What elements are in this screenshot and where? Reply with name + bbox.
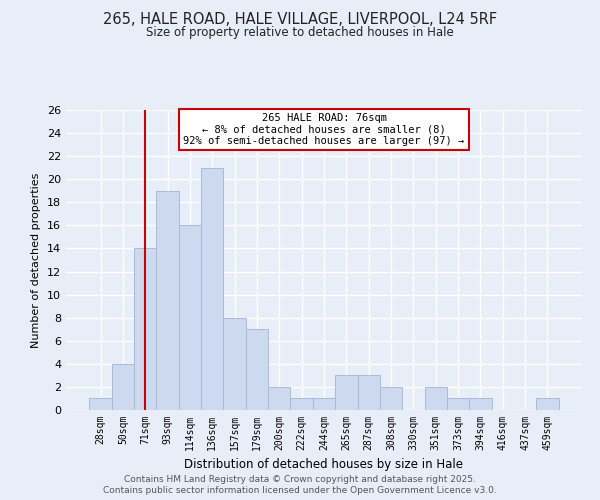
Bar bbox=[380, 387, 402, 410]
Bar bbox=[112, 364, 134, 410]
Text: Size of property relative to detached houses in Hale: Size of property relative to detached ho… bbox=[146, 26, 454, 39]
Text: Contains HM Land Registry data © Crown copyright and database right 2025.: Contains HM Land Registry data © Crown c… bbox=[124, 475, 476, 484]
Bar bbox=[536, 398, 559, 410]
Bar bbox=[313, 398, 335, 410]
Bar bbox=[223, 318, 246, 410]
Bar bbox=[447, 398, 469, 410]
Bar bbox=[290, 398, 313, 410]
Bar bbox=[134, 248, 157, 410]
Y-axis label: Number of detached properties: Number of detached properties bbox=[31, 172, 41, 348]
Bar bbox=[201, 168, 223, 410]
Bar bbox=[89, 398, 112, 410]
Text: 265 HALE ROAD: 76sqm
← 8% of detached houses are smaller (8)
92% of semi-detache: 265 HALE ROAD: 76sqm ← 8% of detached ho… bbox=[184, 113, 464, 146]
X-axis label: Distribution of detached houses by size in Hale: Distribution of detached houses by size … bbox=[185, 458, 464, 471]
Bar bbox=[246, 329, 268, 410]
Bar bbox=[358, 376, 380, 410]
Bar bbox=[425, 387, 447, 410]
Bar bbox=[179, 226, 201, 410]
Bar bbox=[268, 387, 290, 410]
Text: Contains public sector information licensed under the Open Government Licence v3: Contains public sector information licen… bbox=[103, 486, 497, 495]
Text: 265, HALE ROAD, HALE VILLAGE, LIVERPOOL, L24 5RF: 265, HALE ROAD, HALE VILLAGE, LIVERPOOL,… bbox=[103, 12, 497, 28]
Bar bbox=[469, 398, 491, 410]
Bar bbox=[157, 191, 179, 410]
Bar bbox=[335, 376, 358, 410]
